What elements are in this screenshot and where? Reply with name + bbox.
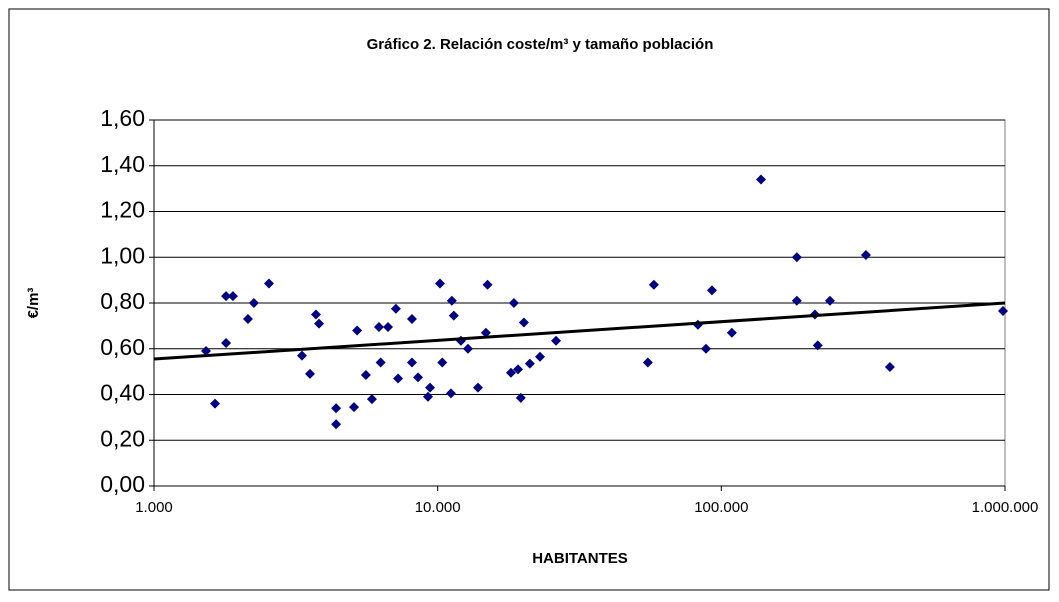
x-tick-label: 1.000 [135, 499, 173, 516]
y-tick-label: 0,40 [100, 380, 145, 406]
data-point [422, 391, 433, 402]
data-point [200, 346, 211, 357]
data-point [437, 357, 448, 368]
data-point [726, 327, 737, 338]
data-point [518, 317, 529, 328]
data-point [413, 372, 424, 383]
data-point [366, 394, 377, 405]
data-point [824, 295, 835, 306]
data-point [998, 306, 1009, 317]
data-point [310, 309, 321, 320]
data-point [314, 318, 325, 329]
data-point [390, 303, 401, 314]
data-point [648, 279, 659, 290]
y-tick-label: 1,20 [100, 197, 145, 223]
x-tick-label: 1.000.000 [972, 499, 1039, 516]
data-point [445, 388, 456, 399]
y-tick-label: 0,20 [100, 425, 145, 451]
chart-title: Gráfico 2. Relación coste/m³ y tamaño po… [367, 36, 714, 53]
data-point [524, 358, 535, 369]
data-point [248, 298, 259, 308]
data-point [406, 314, 417, 325]
data-point [383, 322, 394, 333]
data-point [642, 357, 653, 368]
data-point [482, 279, 493, 290]
data-point [791, 252, 802, 263]
data-point [242, 314, 253, 325]
data-point [352, 325, 363, 336]
data-point [348, 402, 359, 413]
y-tick-label: 0,60 [100, 334, 145, 360]
data-point [448, 310, 459, 321]
data-point [472, 382, 483, 393]
data-point [508, 298, 519, 308]
y-axis-label: €/m³ [25, 288, 42, 319]
data-point [551, 335, 562, 346]
data-point [227, 291, 238, 302]
data-point [706, 285, 717, 296]
data-point [505, 367, 516, 378]
data-point [331, 403, 342, 414]
data-point [360, 370, 371, 381]
data-point [756, 174, 767, 185]
data-point [221, 291, 232, 302]
data-point [700, 343, 711, 354]
data-point [480, 327, 491, 338]
data-point [263, 278, 274, 289]
data-point [513, 364, 524, 375]
data-point [434, 278, 445, 289]
data-point [375, 357, 386, 368]
data-point [791, 295, 802, 306]
data-point [331, 419, 342, 430]
x-tick-label: 100.000 [694, 499, 748, 516]
data-point [446, 295, 457, 306]
data-point [535, 351, 546, 362]
y-tick-label: 1,00 [100, 242, 145, 268]
y-tick-label: 0,80 [100, 288, 145, 314]
data-point [373, 322, 384, 333]
x-tick-label: 10.000 [415, 499, 461, 516]
data-point [296, 350, 307, 361]
trend-line [153, 301, 1006, 361]
data-point [210, 398, 221, 409]
data-point [406, 357, 417, 368]
data-point [515, 392, 526, 403]
y-tick-label: 0,00 [100, 471, 145, 497]
x-axis-label: HABITANTES [532, 550, 628, 567]
data-point [462, 343, 473, 354]
data-point [425, 382, 436, 393]
data-point [812, 340, 823, 351]
y-tick-label: 1,40 [100, 151, 145, 177]
data-point [884, 362, 895, 373]
y-tick-label: 1,60 [100, 105, 145, 131]
data-point [305, 368, 316, 379]
data-point [221, 338, 232, 349]
data-point [860, 249, 871, 260]
data-point [393, 373, 404, 384]
